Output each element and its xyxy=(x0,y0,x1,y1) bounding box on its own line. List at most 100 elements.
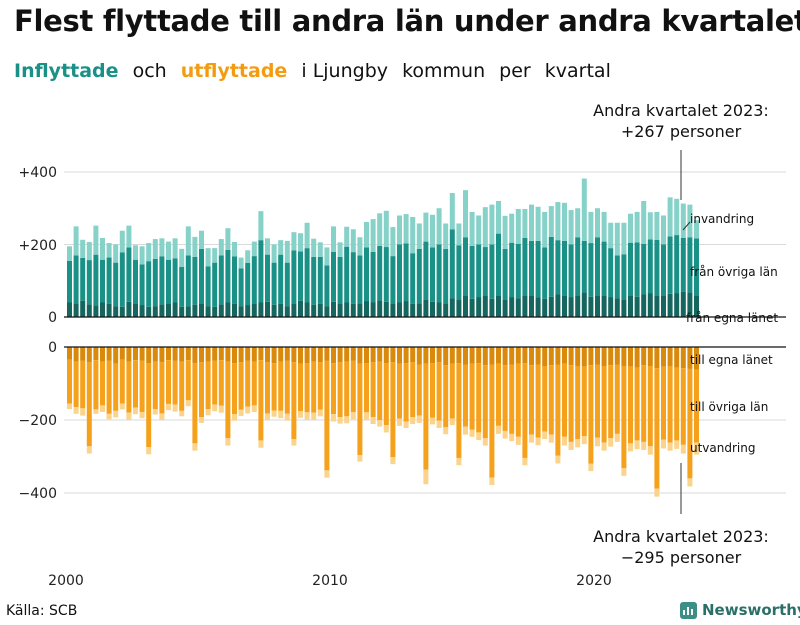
bar-fran-ovriga xyxy=(608,248,614,298)
bar-fran-egna xyxy=(687,292,693,317)
bar-fran-egna xyxy=(423,299,429,317)
bar-till-egna xyxy=(463,347,468,365)
bar-invandring xyxy=(185,226,191,256)
bar-utvandring xyxy=(159,413,165,420)
outflow-bars xyxy=(67,347,699,497)
bar-fran-ovriga xyxy=(357,255,363,304)
bar-till-egna xyxy=(350,347,356,361)
bar-utvandring xyxy=(581,436,587,445)
bar-till-egna xyxy=(192,347,198,364)
bar-till-egna xyxy=(436,347,442,363)
bar-utvandring xyxy=(502,430,508,439)
bar-till-ovriga xyxy=(199,362,204,418)
bar-fran-ovriga xyxy=(390,256,396,304)
bar-fran-ovriga xyxy=(641,243,647,295)
bar-fran-ovriga xyxy=(370,251,376,303)
bar-fran-ovriga xyxy=(133,259,138,304)
bar-utvandring xyxy=(548,434,554,443)
bar-till-egna xyxy=(469,347,475,364)
bar-fran-ovriga xyxy=(377,245,383,301)
bar-till-egna xyxy=(601,347,607,366)
bar-till-ovriga xyxy=(529,365,534,435)
bar-fran-egna xyxy=(298,300,303,317)
bar-fran-egna xyxy=(482,295,488,317)
newsworthy-logo-text: Newsworthy xyxy=(702,601,800,619)
bar-utvandring xyxy=(680,444,686,454)
bar-invandring xyxy=(436,208,442,245)
bar-till-ovriga xyxy=(146,363,152,448)
bar-fran-ovriga xyxy=(265,254,270,302)
bar-invandring xyxy=(667,197,673,237)
bar-till-ovriga xyxy=(509,364,515,434)
bar-fran-ovriga xyxy=(86,260,92,305)
bar-till-ovriga xyxy=(258,360,264,441)
bar-utvandring xyxy=(337,417,343,424)
bar-till-egna xyxy=(548,347,554,366)
bar-invandring xyxy=(595,208,600,238)
bar-utvandring xyxy=(595,437,600,447)
bar-invandring xyxy=(463,190,468,238)
bar-invandring xyxy=(159,238,165,257)
bar-till-egna xyxy=(86,347,92,363)
bar-till-ovriga xyxy=(621,365,627,469)
bar-till-egna xyxy=(225,347,231,362)
bar-till-ovriga xyxy=(654,368,660,489)
bar-utvandring xyxy=(324,470,330,478)
bar-fran-egna xyxy=(614,298,620,317)
bar-fran-egna xyxy=(86,304,92,317)
bar-utvandring xyxy=(284,413,290,421)
annotation-bottom-line2: −295 personer xyxy=(621,548,742,567)
bar-invandring xyxy=(581,178,587,241)
bar-till-ovriga xyxy=(694,369,699,443)
bar-till-ovriga xyxy=(476,363,482,433)
bar-fran-ovriga xyxy=(337,256,343,304)
bar-utvandring xyxy=(456,457,462,466)
bar-invandring xyxy=(469,211,475,246)
bar-till-ovriga xyxy=(265,362,270,414)
bar-utvandring xyxy=(575,438,581,448)
bar-utvandring xyxy=(357,455,363,462)
bar-fran-ovriga xyxy=(535,240,541,298)
bar-fran-egna xyxy=(185,306,191,318)
bar-utvandring xyxy=(496,425,501,434)
bar-fran-ovriga xyxy=(364,247,369,302)
bar-till-ovriga xyxy=(93,360,99,410)
bar-fran-ovriga xyxy=(403,243,409,302)
bar-invandring xyxy=(502,215,508,249)
bar-till-ovriga xyxy=(667,365,673,443)
bar-utvandring xyxy=(93,409,99,414)
bar-fran-ovriga xyxy=(674,235,680,294)
bar-utvandring xyxy=(225,438,231,446)
bar-fran-egna xyxy=(113,306,119,318)
bar-invandring xyxy=(199,230,204,249)
bar-utvandring xyxy=(331,414,336,422)
bar-invandring xyxy=(126,225,132,248)
bar-till-ovriga xyxy=(370,362,376,418)
label-fran-ovriga: från övriga län xyxy=(690,265,778,279)
bar-fran-ovriga xyxy=(159,256,165,305)
bar-fran-ovriga xyxy=(628,242,633,296)
bar-invandring xyxy=(317,242,323,257)
bar-utvandring xyxy=(73,407,79,414)
bar-fran-egna xyxy=(179,306,185,317)
bar-till-ovriga xyxy=(595,364,600,438)
bar-till-ovriga xyxy=(317,362,323,410)
y-tick-top-0: 0 xyxy=(48,310,57,326)
bar-till-ovriga xyxy=(575,365,581,439)
bar-till-egna xyxy=(291,347,297,363)
bar-fran-ovriga xyxy=(67,260,72,303)
bar-fran-ovriga xyxy=(575,237,581,296)
bar-fran-ovriga xyxy=(291,250,297,304)
label-fran-egna: från egna länet xyxy=(686,311,778,325)
bar-invandring xyxy=(601,211,607,242)
bar-invandring xyxy=(291,232,297,251)
bar-invandring xyxy=(350,229,356,253)
bar-utvandring xyxy=(634,440,640,450)
bar-invandring xyxy=(562,202,567,241)
bar-fran-ovriga xyxy=(614,255,620,299)
bar-till-egna xyxy=(73,347,79,362)
bar-fran-egna xyxy=(370,302,376,317)
bar-utvandring xyxy=(628,443,633,452)
bar-till-ovriga xyxy=(185,360,191,401)
bar-utvandring xyxy=(377,420,383,427)
